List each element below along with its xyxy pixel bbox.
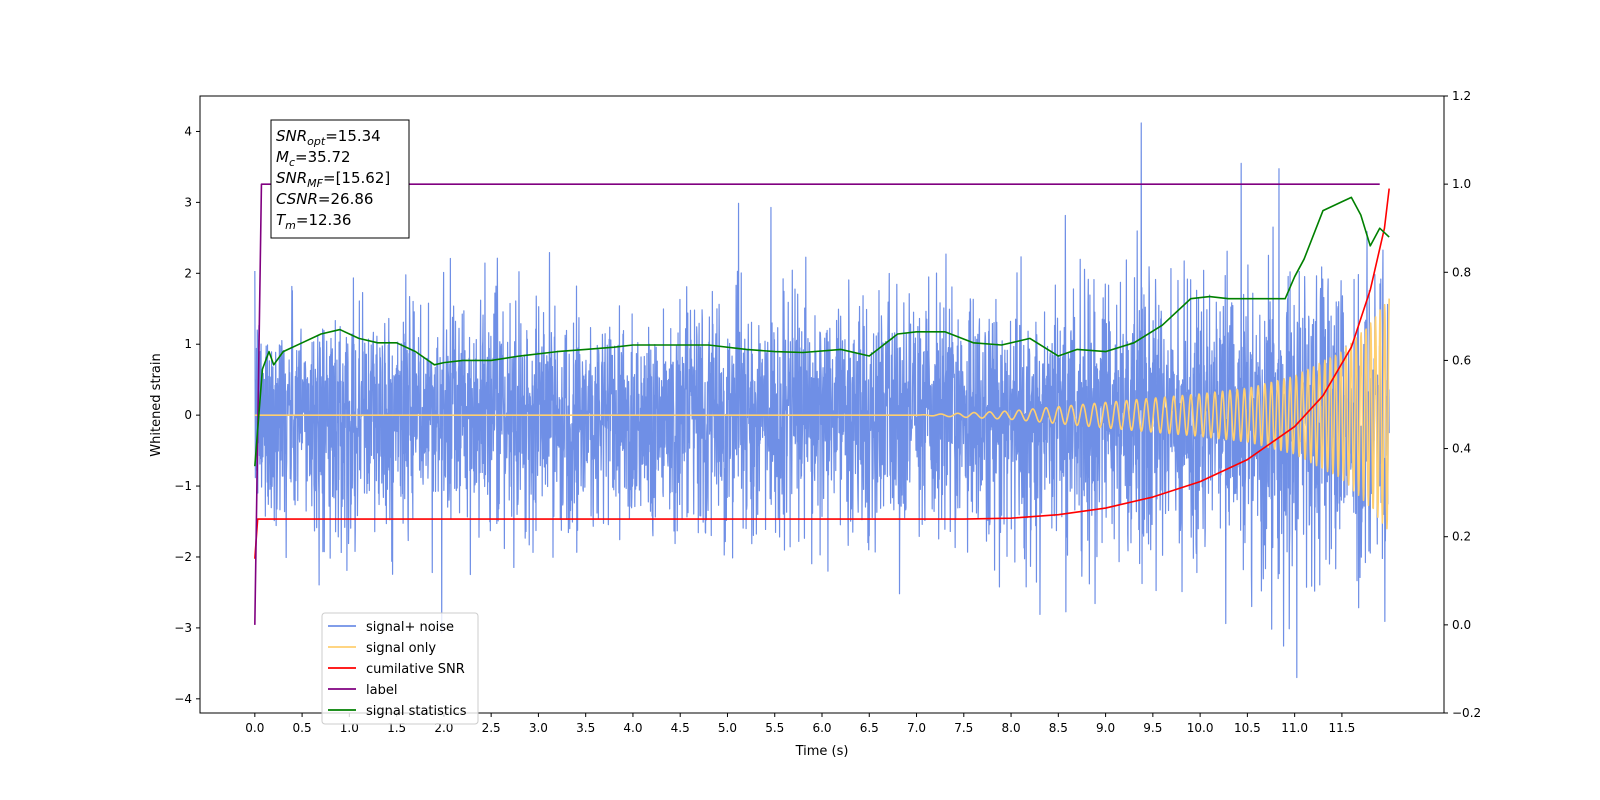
- series-line-4: [254, 196, 1390, 467]
- y-tick-label: −4: [174, 692, 192, 706]
- x-tick-label: 3.0: [529, 721, 548, 735]
- x-tick-label: 10.0: [1187, 721, 1214, 735]
- annotation-box: SNRopt=15.34Mc=35.72SNRMF=[15.62]CSNR=26…: [270, 119, 410, 239]
- annotation-line: SNRopt=15.34: [276, 127, 381, 148]
- y-axis-label: Whitened strain: [149, 353, 164, 456]
- x-tick-label: 7.5: [954, 721, 973, 735]
- legend-label: signal statistics: [366, 704, 467, 719]
- legend: signal+ noise signal only cumilative SNR la…: [321, 612, 479, 725]
- x-tick-label: 11.5: [1329, 721, 1356, 735]
- x-tick-label: 6.5: [860, 721, 879, 735]
- x-tick-label: 11.0: [1281, 721, 1308, 735]
- legend-frame: [321, 612, 479, 725]
- x-tick-label: 5.5: [765, 721, 784, 735]
- y2-tick-label: −0.2: [1452, 706, 1481, 720]
- y2-tick-label: 0.8: [1452, 265, 1471, 279]
- x-tick-label: 2.5: [482, 721, 501, 735]
- x-tick-label: 8.0: [1002, 721, 1021, 735]
- y-tick-label: 0: [184, 408, 192, 422]
- y-tick-label: 2: [184, 266, 192, 280]
- x-tick-label: 9.0: [1096, 721, 1115, 735]
- annotation-line: SNRMF=[15.62]: [276, 169, 390, 190]
- series-line-2: [254, 188, 1390, 559]
- x-tick-label: 6.0: [812, 721, 831, 735]
- legend-label: signal only: [366, 641, 436, 656]
- annotation-frame: [270, 119, 410, 239]
- x-tick-label: 0.5: [293, 721, 312, 735]
- y2-tick-label: 1.0: [1452, 177, 1471, 191]
- x-tick-label: 0.0: [245, 721, 264, 735]
- x-axis-label: Time (s): [795, 744, 849, 759]
- x-tick-label: 5.0: [718, 721, 737, 735]
- series-line-3: [254, 183, 1380, 625]
- x-tick-label: 10.5: [1234, 721, 1261, 735]
- annotation-line: Tm=12.36: [276, 211, 351, 232]
- x-tick-label: 9.5: [1143, 721, 1162, 735]
- x-tick-label: 4.0: [623, 721, 642, 735]
- x-tick-label: 7.0: [907, 721, 926, 735]
- y-tick-label: 3: [184, 195, 192, 209]
- y-tick-label: 4: [184, 124, 192, 138]
- annotation-line: CSNR=26.86: [276, 190, 373, 208]
- y-tick-label: −1: [174, 479, 192, 493]
- legend-label: signal+ noise: [366, 620, 454, 635]
- x-tick-label: 8.5: [1049, 721, 1068, 735]
- y2-tick-label: 0.6: [1452, 353, 1471, 367]
- x-tick-label: 3.5: [576, 721, 595, 735]
- y-tick-label: −3: [174, 621, 192, 635]
- plot-layer: [254, 122, 1390, 679]
- y2-tick-label: 0.2: [1452, 530, 1471, 544]
- x-tick-label: 4.5: [671, 721, 690, 735]
- annotation-line: Mc=35.72: [276, 148, 351, 169]
- series-line-1: [254, 298, 1390, 530]
- y2-tick-label: 0.0: [1452, 618, 1471, 632]
- y-tick-label: 1: [184, 337, 192, 351]
- series-line-0: [254, 122, 1390, 679]
- y2-tick-label: 0.4: [1452, 442, 1471, 456]
- y2-tick-label: 1.2: [1452, 89, 1471, 103]
- legend-label: label: [366, 683, 397, 698]
- y-tick-label: −2: [174, 550, 192, 564]
- legend-label: cumilative SNR: [366, 662, 465, 677]
